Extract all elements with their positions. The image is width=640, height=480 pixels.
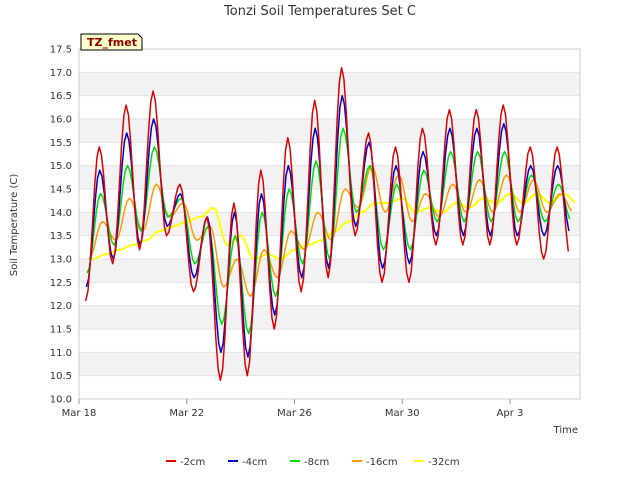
background-band [79, 119, 580, 143]
y-axis-ticks: 10.0 10.5 11.0 11.5 12.0 12.5 13.0 13.5 14.0 14.5… [50, 45, 72, 406]
y-tick-label: 16.0 [50, 115, 72, 126]
chart-title: Tonzi Soil Temperatures Set C [223, 4, 416, 19]
legend-label: -16cm [366, 457, 398, 468]
x-tick-label: Mar 26 [277, 408, 312, 419]
y-tick-label: 14.5 [50, 185, 72, 196]
y-tick-label: 15.5 [50, 138, 72, 149]
x-tick-label: Mar 30 [385, 408, 420, 419]
x-axis-title: Time [553, 425, 578, 436]
y-tick-label: 11.5 [50, 325, 72, 336]
series-line-m4cm [85, 94, 570, 358]
y-axis-title: Soil Temperature (C) [9, 174, 20, 277]
legend-label: -4cm [242, 457, 267, 468]
series-layer [84, 66, 576, 382]
badge: TZ_fmet [80, 33, 143, 51]
y-tick-label: 14.0 [50, 208, 72, 219]
legend-label: -32cm [428, 457, 460, 468]
badge-label: TZ_fmet [87, 36, 137, 49]
background-band [79, 305, 580, 329]
y-tick-label: 11.0 [50, 348, 72, 359]
legend-label: -2cm [180, 457, 205, 468]
x-tick-label: Mar 18 [62, 408, 97, 419]
background-band [79, 352, 580, 376]
y-tick-label: 17.0 [50, 68, 72, 79]
y-tick-label: 13.0 [50, 255, 72, 266]
x-tick-label: Apr 3 [497, 408, 524, 419]
legend-label: -8cm [304, 457, 329, 468]
plot-area-border [78, 48, 581, 400]
series-line-m2cm [84, 66, 570, 382]
y-tick-label: 12.5 [50, 278, 72, 289]
x-axis-ticks: Mar 18 Mar 22 Mar 26 Mar 30 Apr 3 [62, 399, 524, 419]
y-tick-label: 10.0 [50, 395, 72, 406]
background-band [79, 72, 580, 96]
badge-box [80, 33, 143, 51]
background-band [79, 212, 580, 236]
y-tick-label: 15.0 [50, 161, 72, 172]
background-bands [79, 72, 580, 376]
y-tick-label: 12.0 [50, 301, 72, 312]
x-tick-label: Mar 22 [169, 408, 204, 419]
y-tick-label: 13.5 [50, 231, 72, 242]
y-tick-label: 10.5 [50, 371, 72, 382]
y-tick-label: 17.5 [50, 45, 72, 56]
legend: -2cm -4cm -8cm -16cm -32cm [166, 457, 460, 468]
series-line-m8cm [86, 127, 571, 335]
y-tick-label: 16.5 [50, 91, 72, 102]
